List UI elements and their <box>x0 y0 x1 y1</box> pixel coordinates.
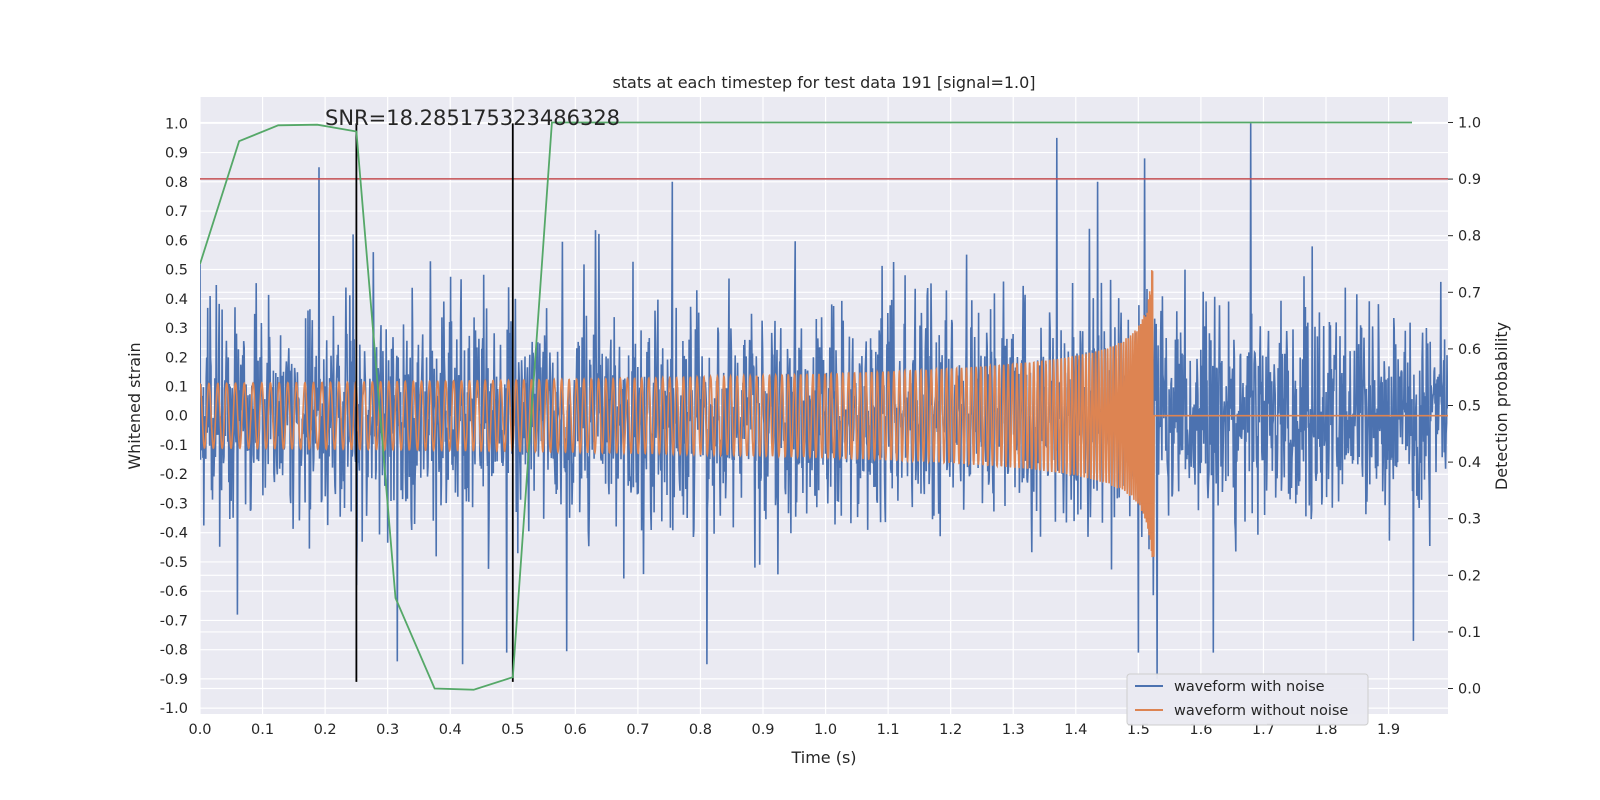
x-tick-label: 1.0 <box>814 722 837 738</box>
x-tick-label: 0.8 <box>689 722 712 738</box>
series-layer <box>200 121 1448 691</box>
y-tick-labels: 1.0 0.9 0.8 0.7 0.6 0.5 0.4 0.3 0.2 0.1 0.0 -0.1 -0.… <box>160 116 188 717</box>
x-axis-title: Time (s) <box>790 748 856 767</box>
x-tick-label: 0.2 <box>314 722 337 738</box>
x-tick-label: 1.9 <box>1377 722 1400 738</box>
y2-axis-title: Detection probability <box>1492 322 1511 490</box>
y-tick-label: 0.2 <box>165 350 188 366</box>
y-tick-label: 0.9 <box>165 146 188 162</box>
x-tick-label: 1.8 <box>1314 722 1337 738</box>
y2-tick-label: 0.9 <box>1458 172 1481 188</box>
y-tick-label: -1.0 <box>160 701 188 717</box>
series-line-detection-probability <box>200 121 1412 691</box>
x-tick-label: 1.2 <box>939 722 962 738</box>
y-tick-label: -0.4 <box>160 526 188 542</box>
x-tick-label: 1.5 <box>1127 722 1150 738</box>
x-tick-label: 0.4 <box>439 722 462 738</box>
y-tick-label: 0.5 <box>165 263 188 279</box>
y-tick-label: 0.8 <box>165 175 188 191</box>
y-tick-label: 0.7 <box>165 204 188 220</box>
legend-label-clean: waveform without noise <box>1174 703 1348 719</box>
y2-tick-label: 0.1 <box>1458 625 1481 641</box>
y-tick-label: -0.7 <box>160 613 188 629</box>
y-tick-label: 0.3 <box>165 321 188 337</box>
x-tick-label: 0.3 <box>376 722 399 738</box>
x-tick-label: 1.6 <box>1189 722 1212 738</box>
y2-tick-label: 0.4 <box>1458 455 1481 471</box>
x-tick-label: 0.7 <box>626 722 649 738</box>
y-tick-label: 1.0 <box>165 116 188 132</box>
y2-tick-label: 0.0 <box>1458 682 1481 698</box>
x-tick-labels: 0.0 0.1 0.2 0.3 0.4 0.5 0.6 0.7 0.8 0.9 1.0 1.1 1.2 1… <box>188 722 1400 738</box>
y-tick-label: 0.0 <box>165 409 188 425</box>
series-line-waveform-without-noise <box>200 270 1448 558</box>
legend-label-noise: waveform with noise <box>1174 679 1325 695</box>
x-tick-label: 0.0 <box>188 722 211 738</box>
x-tick-label: 1.1 <box>877 722 900 738</box>
x-tick-label: 0.5 <box>501 722 524 738</box>
y-tick-label: -0.2 <box>160 467 188 483</box>
y-tick-label: -0.8 <box>160 643 188 659</box>
chart-title: stats at each timestep for test data 191… <box>612 73 1035 92</box>
x-tick-label: 1.3 <box>1002 722 1025 738</box>
y2-tick-labels: 1.0 0.9 0.8 0.7 0.6 0.5 0.4 0.3 0.2 0.1 0.0 <box>1448 115 1481 698</box>
x-tick-label: 0.9 <box>751 722 774 738</box>
y-tick-label: -0.9 <box>160 672 188 688</box>
legend: waveform with noise waveform without noi… <box>1126 673 1369 726</box>
y2-tick-label: 0.8 <box>1458 229 1481 245</box>
x-tick-label: 1.7 <box>1252 722 1275 738</box>
y-axis-title: Whitened strain <box>125 342 144 469</box>
y-tick-label: 0.6 <box>165 233 188 249</box>
legend-box <box>1126 673 1369 726</box>
x-tick-label: 0.1 <box>251 722 274 738</box>
y2-tick-label: 0.5 <box>1458 399 1481 415</box>
x-tick-label: 1.4 <box>1064 722 1087 738</box>
y2-tick-label: 0.3 <box>1458 512 1481 528</box>
y2-tick-label: 0.2 <box>1458 568 1481 584</box>
y2-tick-label: 0.6 <box>1458 342 1481 358</box>
y-tick-label: 0.1 <box>165 379 188 395</box>
y-tick-label: -0.6 <box>160 584 188 600</box>
x-tick-label: 0.6 <box>564 722 587 738</box>
y-tick-label: -0.5 <box>160 555 188 571</box>
y-tick-label: -0.1 <box>160 438 188 454</box>
snr-annotation: SNR=18.285175323486328 <box>325 106 620 130</box>
y2-tick-label: 0.7 <box>1458 285 1481 301</box>
y-tick-label: -0.3 <box>160 496 188 512</box>
y2-tick-label: 1.0 <box>1458 115 1481 131</box>
y-tick-label: 0.4 <box>165 292 188 308</box>
